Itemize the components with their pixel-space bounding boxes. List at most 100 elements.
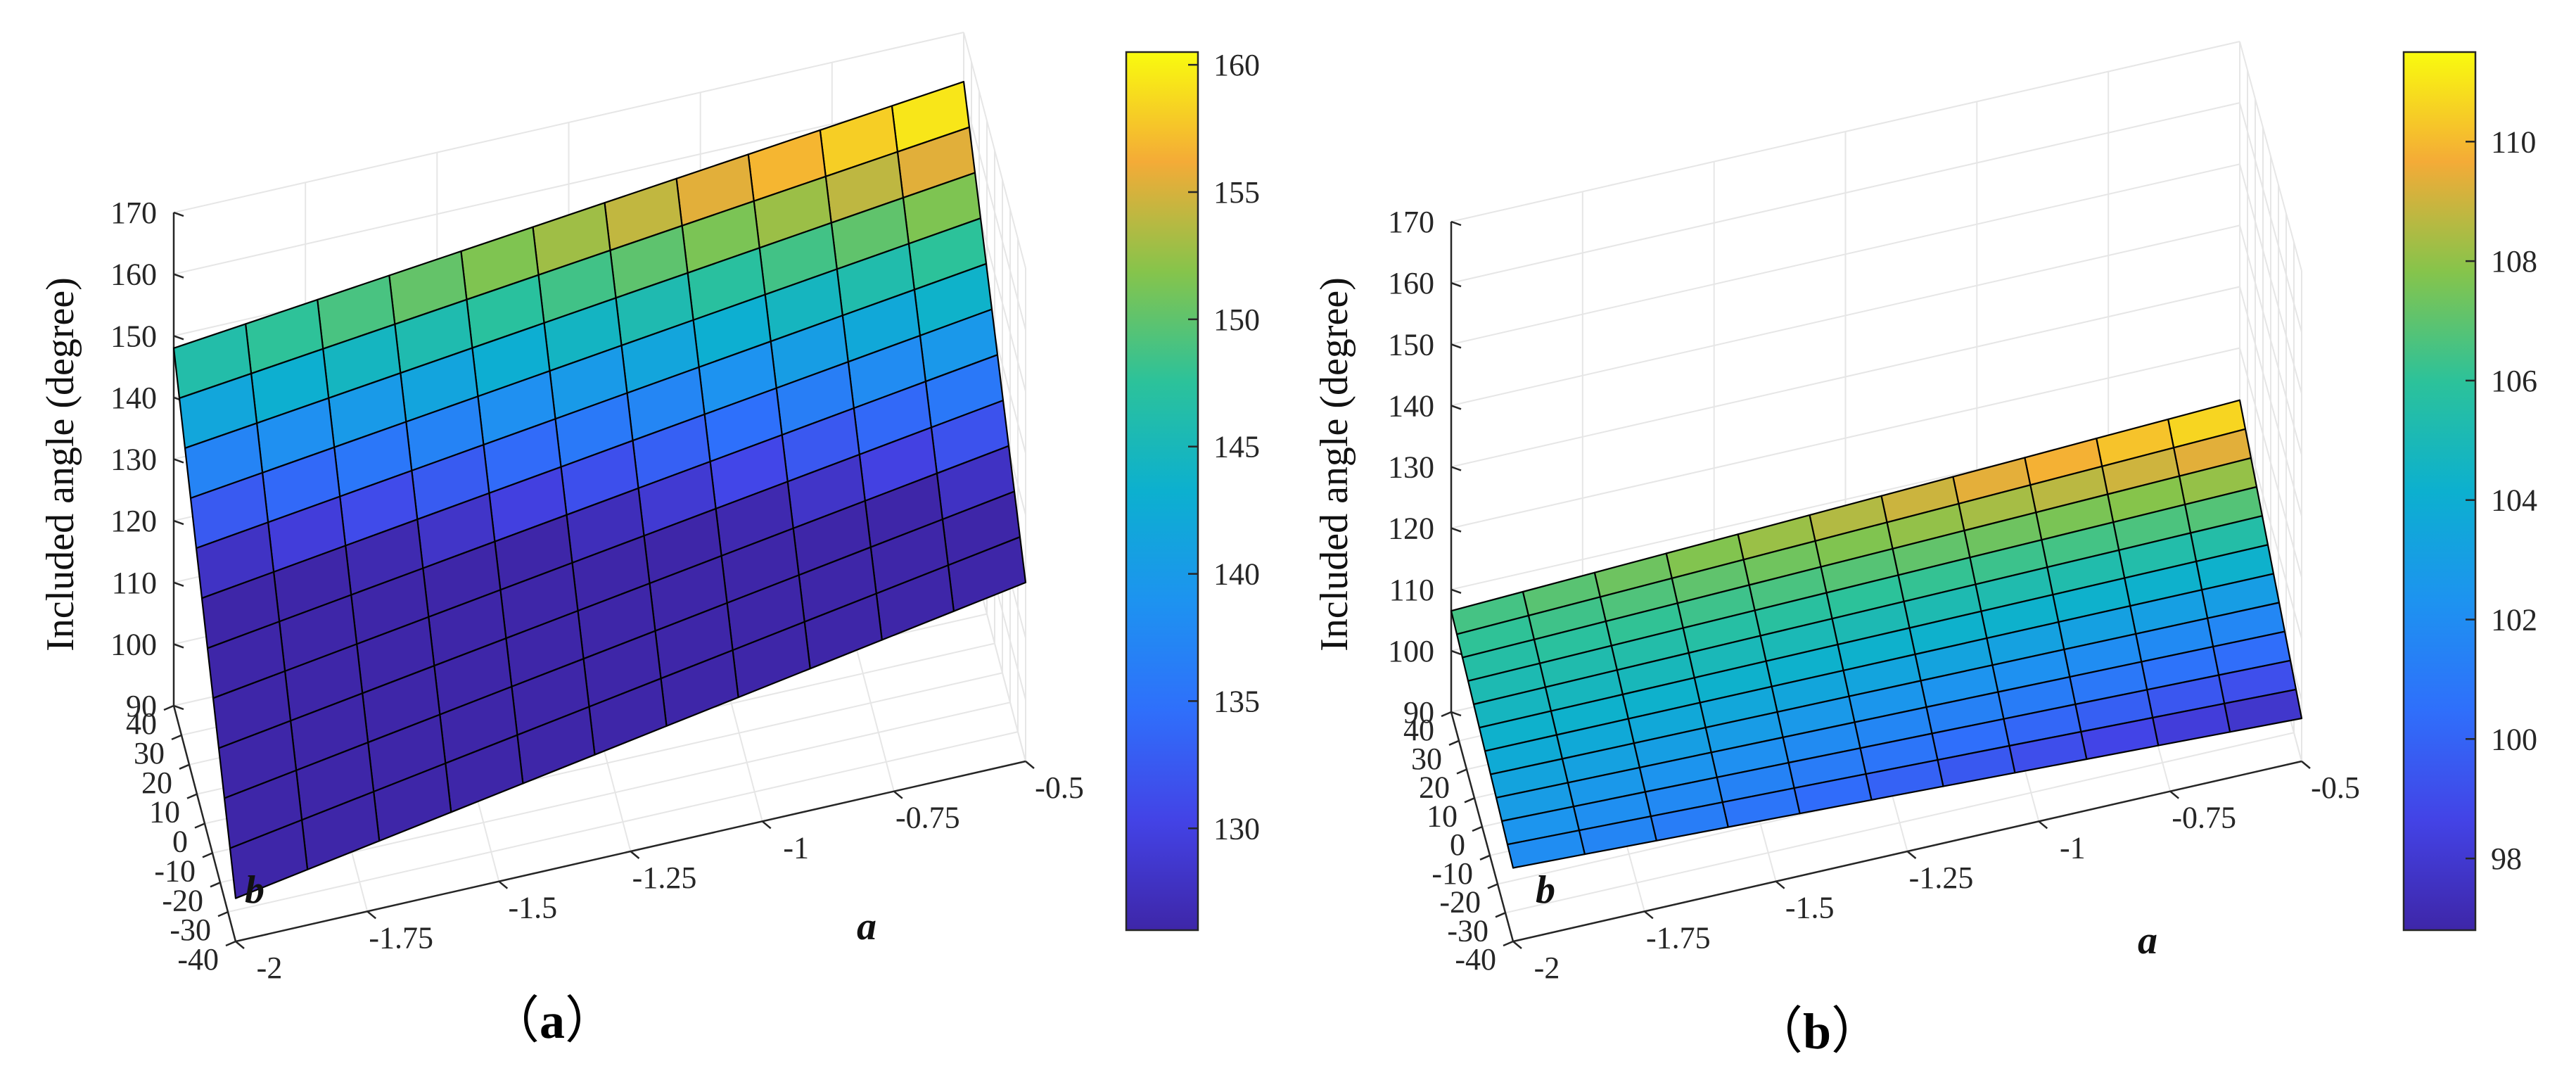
grid-line (1450, 163, 2240, 345)
z-tick-label: 160 (1388, 266, 1434, 300)
surface-patch (229, 819, 309, 899)
x-tick-label: -1.5 (1785, 891, 1835, 925)
z-tick-label: 130 (110, 443, 157, 477)
panel-open-paren-a: （ (489, 993, 540, 1049)
y-tick-label: 0 (172, 825, 188, 859)
panel-label-a: （a） (489, 993, 616, 1049)
z-tick-label: 170 (110, 196, 157, 230)
colorbar-tick-label: 150 (1213, 303, 1260, 337)
z-tick-label: 110 (112, 566, 157, 600)
x-tick (2038, 820, 2048, 830)
y-tick-label: -20 (162, 883, 203, 918)
y-tick (1472, 825, 1483, 832)
grid-line (1450, 347, 2240, 529)
x-tick (1643, 910, 1654, 920)
z-tick (173, 335, 184, 341)
x-tick-label: -1 (783, 830, 809, 865)
grid-line (1505, 732, 2295, 914)
z-tick-label: 120 (1388, 512, 1434, 546)
y-tick (1479, 854, 1491, 861)
z-tick (1450, 649, 1462, 656)
grid-line (173, 93, 964, 275)
y-tick (225, 940, 236, 947)
y-tick-label: 10 (149, 795, 180, 830)
colorbar-tick-label: 160 (1213, 48, 1260, 82)
surface-plot-a: -2 -1.75 -1.5 -1.25 -1 -0.75 -0.5 -40-30-20-100… (39, 32, 1260, 1049)
colorbar-tick-label: 135 (1213, 684, 1260, 718)
grid-line (2239, 41, 2302, 272)
colorbar-tick-label: 145 (1213, 430, 1260, 464)
z-tick (173, 273, 184, 279)
z-tick (1450, 405, 1462, 410)
colorbar-tick-label: 155 (1213, 175, 1260, 210)
x-tick (498, 880, 509, 889)
y-tick (1448, 739, 1460, 746)
y-tick-label: -20 (1439, 885, 1481, 920)
y-tick-label: -40 (177, 942, 219, 977)
y-tick (1464, 797, 1475, 804)
colorbar-tick-label: 98 (2491, 842, 2522, 876)
x-tick (1906, 851, 1917, 859)
y-tick-label: -30 (170, 913, 211, 947)
y-tick (171, 734, 182, 741)
z-tick-label: 90 (1403, 695, 1434, 730)
x-tick (1775, 880, 1785, 889)
x-tick-label: -2 (1534, 951, 1560, 985)
colorbar-b: 98 100 102 104 106 108 110 (2402, 51, 2537, 932)
grid-line (2239, 409, 2302, 640)
x-tick-label: -1.5 (508, 891, 557, 925)
y-tick (1495, 912, 1506, 918)
colorbar-tick-label: 130 (1213, 811, 1260, 846)
z-tick (173, 519, 184, 526)
grid-line (2239, 102, 2302, 333)
grid-line (173, 32, 964, 213)
colorbar-tick-label: 108 (2491, 244, 2537, 279)
panel-letter-b: b (1803, 1003, 1831, 1060)
y-tick-label: 10 (1427, 799, 1458, 833)
y-tick-label: -10 (1432, 856, 1473, 891)
x-tick-label: -0.5 (2311, 770, 2360, 805)
x-tick-label: -1 (2060, 830, 2086, 865)
z-tick-label: 120 (110, 504, 157, 538)
z-tick-label: 150 (110, 319, 157, 353)
grid-line (2239, 225, 2302, 455)
colorbar-b-bar (2402, 51, 2477, 932)
z-tick (173, 643, 184, 649)
surface-patch (1506, 830, 1586, 869)
y-tick-label: -10 (154, 853, 196, 888)
x-tick (761, 820, 772, 830)
z-tick (1450, 343, 1462, 349)
z-tick-label: 160 (110, 258, 157, 292)
y-tick-label: -40 (1455, 942, 1496, 977)
grid-line (1450, 286, 2240, 468)
y-tick (194, 823, 205, 829)
panel-close-paren-b: ） (1831, 1003, 1882, 1060)
z-axis-label-a: Included angle (degree) (39, 277, 82, 652)
x-tick-label: -0.75 (2172, 801, 2236, 835)
y-tick (163, 704, 174, 711)
x-axis-label-b: a (2138, 919, 2157, 963)
x-tick-label: -1.75 (369, 920, 433, 955)
z-tick-label: 100 (1388, 634, 1434, 668)
y-tick (202, 852, 213, 858)
y-tick (1487, 883, 1498, 889)
z-tick-label: 100 (110, 627, 157, 661)
colorbar-a-ticks: 130 135 140 145 150 155 160 (1188, 48, 1260, 846)
z-tick (173, 581, 184, 587)
panel-label-b: （b） (1752, 1003, 1882, 1060)
z-tick (173, 704, 184, 711)
colorbar-a: 130 135 140 145 150 155 160 (1125, 48, 1260, 932)
y-tick-label: -30 (1447, 913, 1488, 948)
panel-letter-a: a (540, 993, 565, 1049)
colorbar-tick-label: 140 (1213, 557, 1260, 592)
x-tick (893, 790, 903, 799)
x-axis-label-a: a (857, 905, 876, 948)
x-tick (630, 851, 640, 859)
x-tick-label: -2 (257, 951, 283, 985)
grid-line (2239, 348, 2302, 578)
tick-labels-b: -2 -1.75 -1.5 -1.25 -1 -0.75 -0.5 -40-30-20-100… (1388, 205, 2360, 985)
colorbar-tick-label: 106 (2491, 364, 2537, 398)
y-tick-label: 40 (1403, 713, 1434, 747)
surface-mesh-b (1450, 399, 2303, 869)
y-tick (186, 793, 198, 799)
